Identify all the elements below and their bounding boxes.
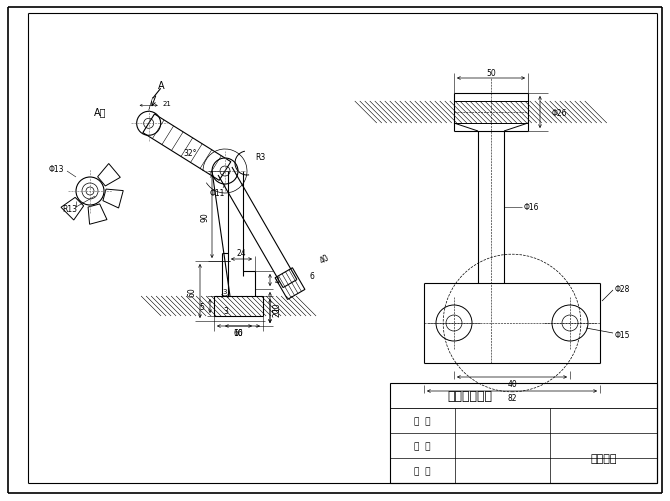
Text: 4: 4 xyxy=(275,276,279,285)
Text: 10: 10 xyxy=(273,302,281,311)
Text: Φ28: Φ28 xyxy=(615,284,630,293)
Text: Φ13: Φ13 xyxy=(48,165,64,174)
Text: 40: 40 xyxy=(318,253,332,266)
Text: R13: R13 xyxy=(62,205,77,214)
Text: 20: 20 xyxy=(273,307,281,316)
Text: 审  核: 审 核 xyxy=(414,466,430,475)
Text: Φ11: Φ11 xyxy=(209,189,224,198)
Bar xyxy=(454,102,528,124)
Text: 24: 24 xyxy=(237,249,247,258)
Text: 5: 5 xyxy=(200,302,204,311)
Text: 90: 90 xyxy=(200,212,210,221)
Text: 60: 60 xyxy=(188,287,196,296)
Text: 60: 60 xyxy=(234,329,243,338)
Text: Φ15: Φ15 xyxy=(615,331,630,340)
Text: 82: 82 xyxy=(507,394,517,403)
Text: 50: 50 xyxy=(486,68,496,77)
Text: 16: 16 xyxy=(234,329,243,338)
Text: 比  例: 比 例 xyxy=(414,441,430,450)
Text: 6: 6 xyxy=(310,272,314,281)
Text: 3: 3 xyxy=(224,307,228,316)
Text: A: A xyxy=(158,81,165,91)
Text: 3: 3 xyxy=(222,289,227,295)
Text: Φ26: Φ26 xyxy=(552,108,567,117)
Text: 40: 40 xyxy=(507,380,517,389)
Text: 21: 21 xyxy=(162,101,171,107)
Text: Φ16: Φ16 xyxy=(524,203,539,212)
Text: 公司名称: 公司名称 xyxy=(590,453,617,463)
Text: 制  图: 制 图 xyxy=(414,416,430,425)
Text: A向: A向 xyxy=(94,107,107,117)
Text: 机械零件作业: 机械零件作业 xyxy=(448,389,492,402)
Bar xyxy=(214,297,263,316)
Text: R3: R3 xyxy=(255,152,265,161)
Text: 32°: 32° xyxy=(184,149,197,158)
